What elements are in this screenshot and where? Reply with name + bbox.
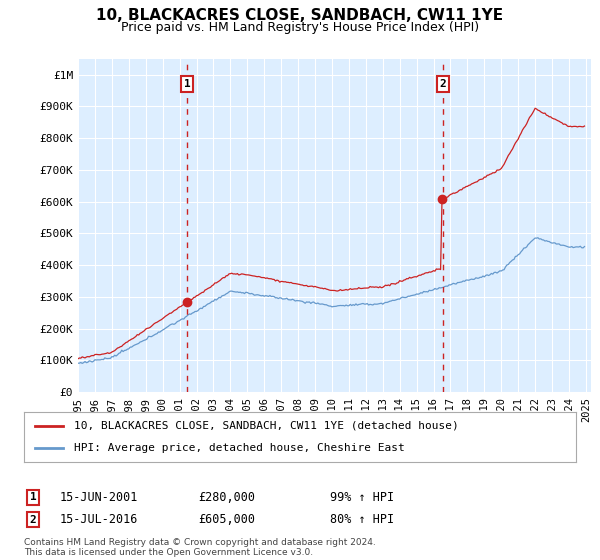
Text: 2: 2 bbox=[29, 515, 37, 525]
Text: £605,000: £605,000 bbox=[198, 513, 255, 526]
Text: 15-JUN-2001: 15-JUN-2001 bbox=[60, 491, 139, 504]
Text: HPI: Average price, detached house, Cheshire East: HPI: Average price, detached house, Ches… bbox=[74, 443, 404, 453]
Text: 10, BLACKACRES CLOSE, SANDBACH, CW11 1YE: 10, BLACKACRES CLOSE, SANDBACH, CW11 1YE bbox=[97, 8, 503, 24]
Text: 80% ↑ HPI: 80% ↑ HPI bbox=[330, 513, 394, 526]
Text: £280,000: £280,000 bbox=[198, 491, 255, 504]
Text: Price paid vs. HM Land Registry's House Price Index (HPI): Price paid vs. HM Land Registry's House … bbox=[121, 21, 479, 34]
Text: 15-JUL-2016: 15-JUL-2016 bbox=[60, 513, 139, 526]
Text: 99% ↑ HPI: 99% ↑ HPI bbox=[330, 491, 394, 504]
Text: 1: 1 bbox=[29, 492, 37, 502]
Text: 1: 1 bbox=[184, 79, 191, 89]
Text: Contains HM Land Registry data © Crown copyright and database right 2024.
This d: Contains HM Land Registry data © Crown c… bbox=[24, 538, 376, 557]
Text: 10, BLACKACRES CLOSE, SANDBACH, CW11 1YE (detached house): 10, BLACKACRES CLOSE, SANDBACH, CW11 1YE… bbox=[74, 421, 458, 431]
Text: 2: 2 bbox=[439, 79, 446, 89]
